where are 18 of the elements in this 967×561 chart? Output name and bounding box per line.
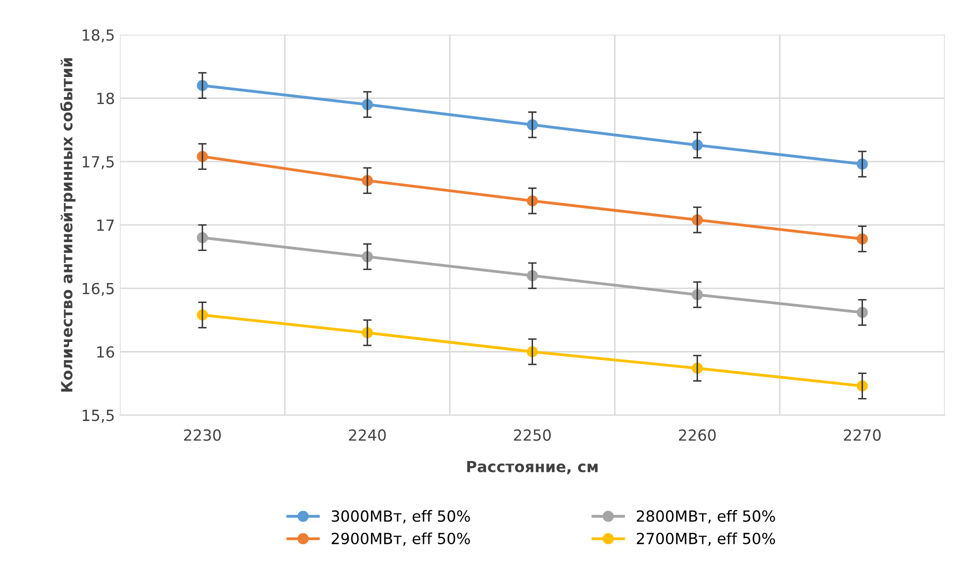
legend-label: 2800МВт, eff 50% (636, 510, 776, 524)
y-tick-label: 17,5 (82, 156, 114, 170)
x-axis-title: Расстояние, см (467, 460, 598, 474)
x-tick-label: 2270 (844, 429, 881, 441)
y-tick-label: 16 (97, 346, 114, 358)
y-tick-label: 17 (97, 220, 114, 231)
x-tick-label: 2260 (678, 429, 716, 441)
y-axis-title: Количество антинейтринных событий (60, 58, 76, 392)
x-tick-label: 2230 (184, 429, 221, 441)
y-tick-label: 15,5 (82, 410, 114, 423)
y-tick-label: 18,5 (82, 29, 114, 42)
y-tick-label: 18 (97, 92, 114, 104)
legend-label: 3000МВт, eff 50% (332, 510, 470, 524)
y-tick-label: 16,5 (82, 282, 114, 296)
legend-label: 2900МВт, eff 50% (332, 532, 470, 546)
legend-label: 2700МВт, eff 50% (636, 532, 776, 546)
x-tick-label: 2250 (514, 429, 551, 441)
x-tick-label: 2240 (349, 429, 386, 441)
